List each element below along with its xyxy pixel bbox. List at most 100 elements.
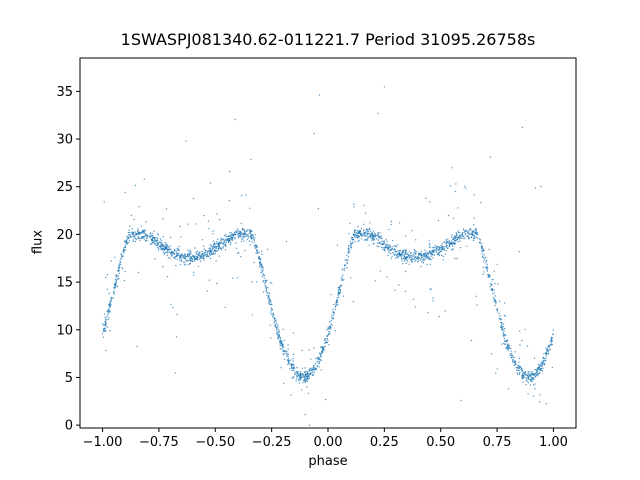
data-point <box>372 234 374 236</box>
data-point <box>281 346 284 348</box>
data-point <box>541 360 543 363</box>
data-point <box>223 244 225 246</box>
data-point <box>153 230 155 232</box>
y-tick-label: 25 <box>56 180 73 195</box>
data-point <box>431 251 434 253</box>
data-point <box>518 251 520 253</box>
data-point <box>395 251 397 253</box>
data-point <box>157 237 159 240</box>
data-point <box>363 239 366 241</box>
data-point <box>401 258 403 260</box>
data-point <box>445 249 447 252</box>
data-point <box>408 257 410 259</box>
data-point <box>108 317 110 319</box>
data-point <box>251 314 254 316</box>
data-point <box>519 330 521 332</box>
data-point <box>114 256 116 258</box>
data-point <box>308 370 310 372</box>
data-point <box>270 307 272 309</box>
data-point <box>433 251 436 253</box>
data-point <box>475 295 478 297</box>
data-point <box>226 238 229 240</box>
data-point <box>405 256 407 259</box>
data-point <box>344 267 346 270</box>
data-point <box>174 257 176 260</box>
data-point <box>350 246 352 248</box>
data-point <box>190 257 192 259</box>
data-point <box>118 263 121 265</box>
data-point <box>133 232 135 234</box>
data-point <box>118 267 120 270</box>
data-point <box>299 370 302 373</box>
data-point <box>353 233 355 236</box>
data-point <box>318 94 321 96</box>
data-point <box>505 347 507 350</box>
data-point <box>324 342 326 344</box>
data-point <box>246 235 248 237</box>
x-tick-label: 0.50 <box>426 435 455 450</box>
data-point <box>543 360 545 362</box>
data-point <box>354 229 356 232</box>
data-point <box>414 306 416 308</box>
data-point <box>412 258 415 260</box>
data-point <box>373 235 375 238</box>
data-point <box>211 253 214 255</box>
data-point <box>142 235 145 238</box>
data-point <box>537 363 540 366</box>
data-point <box>428 244 430 246</box>
data-point <box>416 261 419 263</box>
data-point <box>353 239 355 241</box>
data-point <box>179 263 182 266</box>
data-point <box>301 349 303 352</box>
data-point <box>271 282 273 284</box>
data-point <box>410 257 413 259</box>
data-point <box>396 257 398 259</box>
data-point <box>204 250 207 252</box>
data-point <box>471 236 473 238</box>
data-point <box>528 373 531 376</box>
data-point <box>124 245 126 247</box>
data-point <box>160 243 162 246</box>
data-point <box>373 232 376 234</box>
data-point <box>405 249 407 252</box>
data-point <box>302 380 305 382</box>
data-point <box>258 257 260 260</box>
data-point <box>392 248 394 251</box>
data-point <box>137 271 140 274</box>
data-point <box>420 265 422 268</box>
data-point <box>491 284 493 286</box>
data-point <box>406 260 409 262</box>
data-point <box>269 292 271 295</box>
data-point <box>380 236 382 238</box>
data-point <box>172 306 174 309</box>
data-point <box>427 258 430 260</box>
data-point <box>265 285 267 288</box>
data-point <box>348 244 350 247</box>
data-point <box>494 304 496 307</box>
data-point <box>420 257 423 260</box>
data-point <box>261 275 264 278</box>
data-point <box>450 240 453 242</box>
data-point <box>488 275 490 277</box>
data-point <box>188 253 191 255</box>
data-point <box>489 283 492 285</box>
data-point <box>437 249 439 251</box>
data-point <box>316 361 318 363</box>
data-point <box>119 259 121 261</box>
data-point <box>330 326 332 329</box>
data-point <box>465 235 468 237</box>
data-point <box>348 232 350 235</box>
data-point <box>192 255 194 258</box>
data-point <box>432 300 434 302</box>
data-point <box>340 284 343 286</box>
data-point <box>511 353 513 355</box>
data-point <box>356 234 359 236</box>
data-point <box>331 314 333 316</box>
data-point <box>422 262 424 264</box>
data-point <box>283 346 285 348</box>
data-point <box>163 248 166 250</box>
data-point <box>545 355 547 357</box>
data-point <box>179 225 181 228</box>
data-point <box>252 237 254 239</box>
data-point <box>542 356 545 359</box>
